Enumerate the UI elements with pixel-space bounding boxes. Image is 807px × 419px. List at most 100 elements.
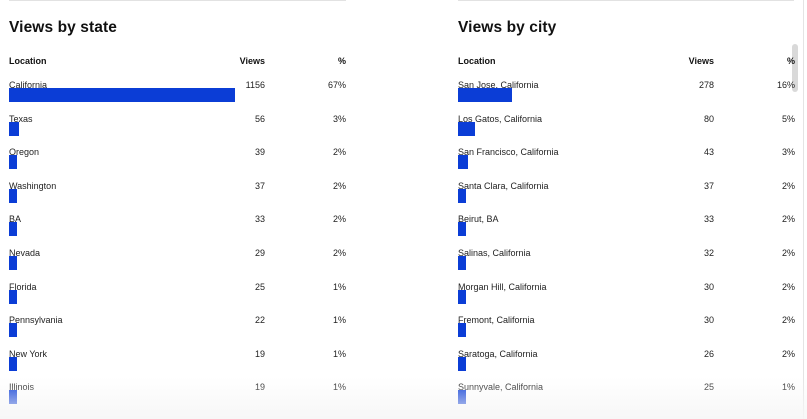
- table-row[interactable]: Morgan Hill, California 30 2%: [458, 282, 795, 316]
- divider: [803, 0, 804, 419]
- location-name: Oregon: [9, 147, 40, 158]
- percent-value: 2%: [332, 248, 346, 258]
- column-header-location: Location: [458, 56, 496, 66]
- share-bar: [458, 88, 512, 102]
- percent-value: 2%: [781, 315, 795, 326]
- location-name: Texas: [9, 113, 33, 124]
- percent-value: 2%: [781, 248, 795, 258]
- share-bar: [458, 155, 468, 170]
- table-row[interactable]: Fremont, California 30 2%: [458, 315, 795, 349]
- share-bar: [9, 289, 17, 304]
- percent-value: 2%: [332, 180, 346, 191]
- table-row[interactable]: Florida 25 1%: [9, 282, 346, 316]
- share-bar: [9, 155, 17, 170]
- table-row[interactable]: San Jose, California 278 16%: [458, 80, 795, 114]
- views-count: 25: [254, 281, 265, 292]
- column-header-percent: %: [786, 56, 795, 66]
- views-count: 30: [703, 281, 714, 292]
- views-count: 278: [698, 80, 714, 90]
- panel-title: Views by state: [9, 19, 117, 36]
- percent-value: 2%: [332, 147, 346, 158]
- location-name: Santa Clara, California: [458, 180, 549, 191]
- views-count: 19: [254, 348, 265, 359]
- table-row[interactable]: Beirut, BA 33 2%: [458, 214, 795, 248]
- table-row[interactable]: California 1156 67%: [9, 80, 346, 114]
- location-name: Los Gatos, California: [458, 113, 543, 124]
- location-name: Sunnyvale, California: [458, 382, 544, 393]
- location-name: San Francisco, California: [458, 147, 559, 158]
- location-name: BA: [9, 214, 22, 225]
- views-count: 25: [703, 382, 714, 393]
- location-name: Beirut, BA: [458, 214, 499, 225]
- column-header-views: Views: [239, 56, 265, 66]
- share-bar: [9, 121, 19, 136]
- divider: [458, 0, 794, 1]
- views-count: 19: [254, 382, 265, 393]
- table-row[interactable]: New York 19 1%: [9, 349, 346, 383]
- percent-value: 16%: [776, 80, 795, 90]
- share-bar: [458, 289, 466, 304]
- share-bar: [458, 356, 466, 371]
- location-name: California: [9, 80, 48, 90]
- table-row[interactable]: Pennsylvania 22 1%: [9, 315, 346, 349]
- views-count: 33: [254, 214, 265, 225]
- views-count: 30: [703, 315, 714, 326]
- location-name: Pennsylvania: [9, 315, 63, 326]
- table-row[interactable]: BA 33 2%: [9, 214, 346, 248]
- views-count: 37: [254, 180, 265, 191]
- views-count: 33: [703, 214, 714, 225]
- views-count: 26: [703, 348, 714, 359]
- table-row[interactable]: Illinois 19 1%: [9, 382, 346, 416]
- table-row[interactable]: Sunnyvale, California 25 1%: [458, 382, 795, 416]
- panel-title: Views by city: [458, 19, 557, 36]
- location-name: Nevada: [9, 248, 41, 258]
- scrollbar[interactable]: [792, 44, 798, 92]
- location-name: Salinas, California: [458, 248, 531, 258]
- location-name: Morgan Hill, California: [458, 281, 547, 292]
- share-bar: [9, 390, 17, 405]
- column-header-views: Views: [688, 56, 714, 66]
- table-row[interactable]: Santa Clara, California 37 2%: [458, 181, 795, 215]
- views-count: 1156: [245, 80, 265, 90]
- location-name: Saratoga, California: [458, 348, 538, 359]
- percent-value: 5%: [781, 113, 795, 124]
- table-row[interactable]: Washington 37 2%: [9, 181, 346, 215]
- views-count: 22: [254, 315, 265, 326]
- table-row[interactable]: Oregon 39 2%: [9, 147, 346, 181]
- views-count: 39: [254, 147, 265, 158]
- share-bar: [9, 88, 235, 102]
- location-name: Washington: [9, 180, 57, 191]
- share-bar: [458, 188, 466, 203]
- table-row[interactable]: San Francisco, California 43 3%: [458, 147, 795, 181]
- views-count: 56: [254, 113, 265, 124]
- table-row[interactable]: Salinas, California 32 2%: [458, 248, 795, 282]
- percent-value: 3%: [332, 113, 346, 124]
- table-row[interactable]: Los Gatos, California 80 5%: [458, 114, 795, 148]
- percent-value: 2%: [332, 214, 346, 225]
- percent-value: 2%: [781, 214, 795, 225]
- share-bar: [9, 356, 17, 371]
- percent-value: 1%: [332, 382, 346, 393]
- location-name: San Jose, California: [458, 80, 539, 90]
- percent-value: 1%: [781, 382, 795, 393]
- percent-value: 2%: [781, 348, 795, 359]
- percent-value: 3%: [781, 147, 795, 158]
- location-name: Fremont, California: [458, 315, 535, 326]
- share-bar: [9, 256, 17, 270]
- location-name: New York: [9, 348, 48, 359]
- views-count: 32: [703, 248, 714, 258]
- percent-value: 2%: [781, 180, 795, 191]
- views-count: 80: [703, 113, 714, 124]
- table-row[interactable]: Saratoga, California 26 2%: [458, 349, 795, 383]
- table-row[interactable]: Nevada 29 2%: [9, 248, 346, 282]
- table-row[interactable]: Texas 56 3%: [9, 114, 346, 148]
- share-bar: [9, 323, 17, 338]
- share-bar: [458, 121, 475, 136]
- share-bar: [458, 256, 466, 270]
- column-header-location: Location: [9, 56, 47, 66]
- percent-value: 2%: [781, 281, 795, 292]
- percent-value: 1%: [332, 281, 346, 292]
- percent-value: 1%: [332, 348, 346, 359]
- share-bar: [9, 222, 17, 237]
- percent-value: 67%: [327, 80, 346, 90]
